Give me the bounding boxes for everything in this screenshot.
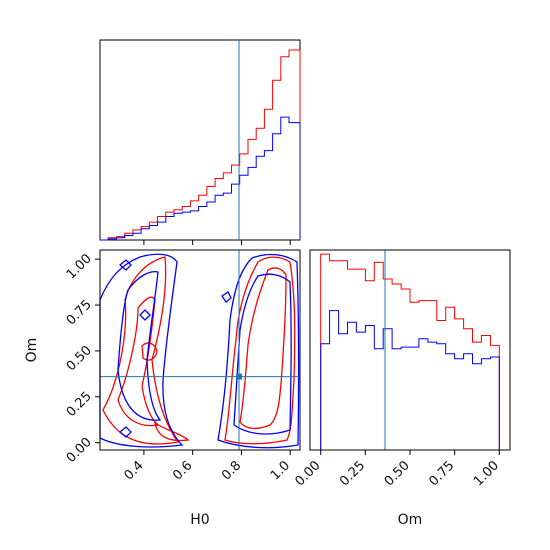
hist-Om-xtick-label-3: 0.75 bbox=[426, 458, 457, 489]
hist-H0-series-group bbox=[100, 49, 301, 241]
xlabel-H0: H0 bbox=[190, 512, 209, 528]
contour-xtick-label-0: 0.4 bbox=[121, 458, 146, 483]
contour-blue-small-3 bbox=[139, 309, 151, 321]
contour-blue-inner bbox=[117, 270, 162, 421]
contour-ticks-group: 0.4 0.6 0.8 1.0 0.00 0.25 0.50 0.75 1.00 bbox=[64, 251, 293, 483]
hist-Om-frame bbox=[309, 249, 511, 451]
hist-Om-xtick-label-0: 0.00 bbox=[292, 458, 323, 489]
contour-ytick-label-1: 0.25 bbox=[64, 389, 95, 420]
contour-red-right-outer bbox=[224, 256, 296, 445]
contour-xtick-label-1: 0.6 bbox=[170, 458, 195, 483]
contour-blue-small-1 bbox=[118, 259, 132, 271]
contour-xtick-label-3: 1.0 bbox=[268, 458, 293, 483]
xlabel-Om: Om bbox=[398, 512, 423, 528]
contour-blue-small-4 bbox=[221, 291, 232, 303]
panel-hist-H0 bbox=[99, 39, 301, 245]
hist-H0-ticks-group bbox=[143, 240, 291, 245]
panel-hist-Om: 0.00 0.25 0.50 0.75 1.00 Om bbox=[292, 249, 511, 528]
hist-Om-ticks-group: 0.00 0.25 0.50 0.75 1.00 bbox=[292, 450, 502, 489]
hist-Om-series-group bbox=[320, 253, 500, 450]
hist-Om-xtick-label-1: 0.25 bbox=[337, 458, 368, 489]
contour-group bbox=[99, 253, 300, 449]
panel-contour: 0.4 0.6 0.8 1.0 0.00 0.25 0.50 0.75 1.00 H0 Om bbox=[24, 249, 301, 528]
ylabel-Om: Om bbox=[24, 338, 40, 363]
hist-series-0 bbox=[100, 49, 301, 241]
hist-Om-xtick-label-2: 0.50 bbox=[382, 458, 413, 489]
contour-ytick-label-2: 0.50 bbox=[64, 343, 95, 374]
contour-blue-small-2 bbox=[118, 426, 132, 438]
contour-ytick-label-3: 0.75 bbox=[64, 297, 95, 328]
contour-xtick-label-2: 0.8 bbox=[219, 458, 244, 483]
contour-red-small bbox=[141, 342, 158, 361]
contour-blue-right-outer bbox=[217, 253, 300, 449]
hist-H0-frame bbox=[99, 39, 301, 241]
hist-series-1 bbox=[320, 310, 500, 450]
hist-Om-xtick-label-4: 1.00 bbox=[471, 458, 502, 489]
contour-ytick-label-4: 1.00 bbox=[64, 251, 95, 282]
contour-blue-outer bbox=[99, 253, 184, 448]
hist-series-1 bbox=[100, 116, 301, 241]
contour-frame bbox=[99, 249, 301, 451]
hist-series-0 bbox=[320, 253, 500, 450]
contour-red-bottom bbox=[154, 421, 190, 442]
truth-marker bbox=[236, 373, 243, 380]
contour-red-right-inner bbox=[239, 267, 287, 430]
contour-red-outer bbox=[102, 256, 180, 445]
contour-truth-group bbox=[100, 250, 300, 450]
contour-ytick-label-0: 0.00 bbox=[64, 435, 95, 466]
